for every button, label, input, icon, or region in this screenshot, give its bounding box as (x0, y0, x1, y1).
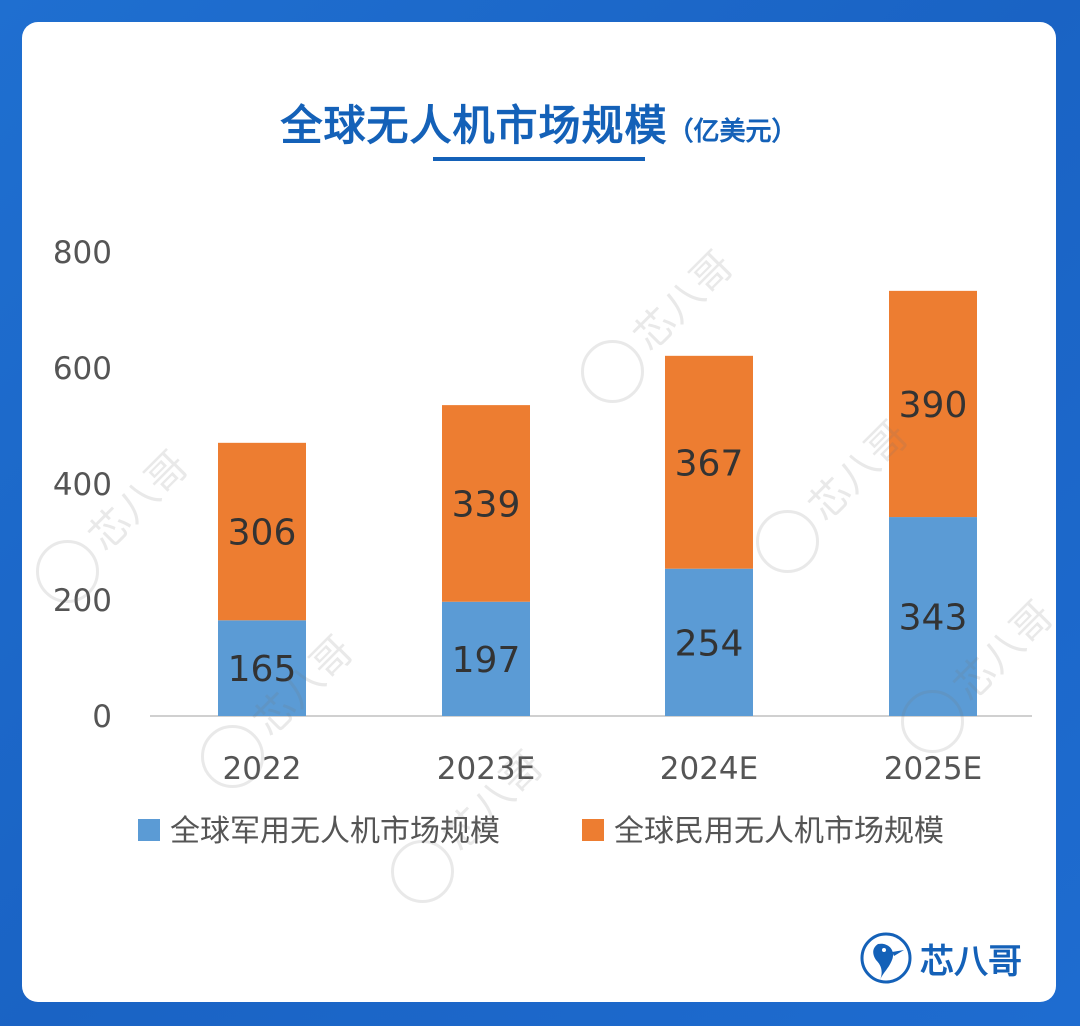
y-tick-label: 0 (92, 699, 112, 735)
bar-segment-military (218, 620, 306, 716)
y-tick-label: 600 (53, 351, 112, 387)
bar-data-label: 197 (452, 640, 521, 681)
bar-segment-civil (889, 290, 977, 518)
brand-name: 芯八哥 (920, 941, 1022, 982)
bar-data-label: 306 (228, 513, 297, 554)
bar-segment-civil (442, 405, 530, 602)
bar-data-label: 254 (675, 623, 744, 664)
y-tick-label: 200 (53, 583, 112, 619)
y-tick-label: 400 (53, 467, 112, 503)
bar-segment-civil (665, 355, 753, 569)
bar-segment-military (665, 568, 753, 716)
x-tick-label: 2024E (660, 751, 758, 787)
bar-data-label: 343 (899, 598, 968, 639)
bar-data-label: 367 (675, 443, 744, 484)
x-tick-label: 2025E (884, 751, 982, 787)
x-tick-label: 2022 (223, 751, 302, 787)
bar-segment-military (889, 517, 977, 716)
legend-label: 全球军用无人机市场规模 (170, 814, 500, 849)
chart-title: 全球无人机市场规模 (280, 101, 668, 150)
bar-segment-military (442, 601, 530, 716)
bar-data-label: 390 (899, 385, 968, 426)
stacked-bar-chart: 0 200 400 600 800 165 306 2022 197 339 2023E 254 367… (53, 235, 1032, 849)
kingfisher-logo-icon (860, 932, 912, 984)
brand-logo: 芯八哥 (858, 930, 1022, 986)
chart-card: 全球无人机市场规模（亿美元） 0 200 400 600 800 165 306 2022 19… (22, 22, 1056, 1002)
chart-unit: （亿美元） (667, 117, 798, 147)
y-tick-label: 800 (53, 235, 112, 271)
legend-swatch (582, 819, 604, 841)
bar-data-label: 339 (452, 484, 521, 525)
legend-swatch (138, 819, 160, 841)
title-underline (433, 157, 645, 161)
legend-label: 全球民用无人机市场规模 (614, 814, 944, 849)
chart-title-block: 全球无人机市场规模（亿美元） (22, 92, 1056, 153)
bar-segment-civil (218, 442, 306, 621)
x-tick-label: 2023E (437, 751, 535, 787)
bar-data-label: 165 (228, 649, 297, 690)
